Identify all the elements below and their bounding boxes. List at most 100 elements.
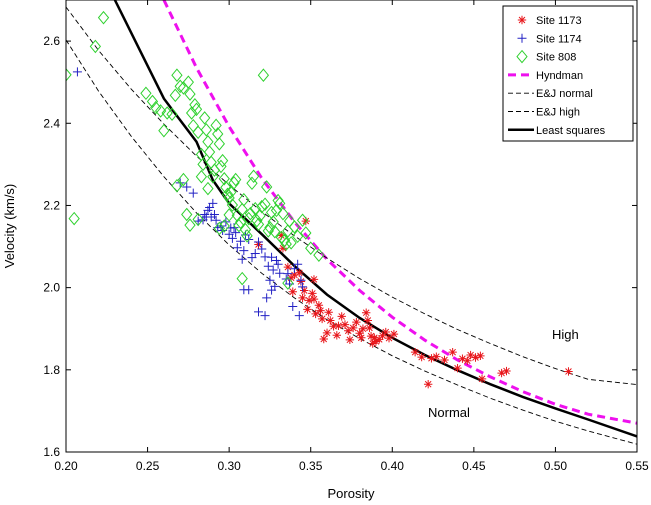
data-point (270, 203, 283, 218)
data-point (190, 102, 203, 117)
data-point (213, 137, 226, 151)
data-point (218, 171, 230, 186)
data-point (263, 261, 273, 271)
data-point (326, 316, 335, 325)
data-point (174, 79, 186, 94)
data-point (243, 211, 255, 226)
data-point (423, 380, 433, 389)
data-point (366, 331, 376, 341)
data-point (233, 218, 245, 233)
data-point (476, 351, 485, 361)
data-point (216, 153, 229, 168)
data-point (332, 331, 342, 340)
data-point (285, 236, 297, 250)
data-point (363, 316, 373, 325)
data-point (344, 326, 353, 335)
data-point (293, 259, 303, 269)
data-point (304, 296, 314, 305)
data-point (223, 208, 235, 222)
x-axis-title: Porosity (328, 486, 375, 501)
data-point (378, 331, 387, 340)
data-point (272, 193, 284, 208)
data-point (410, 347, 420, 357)
data-point (427, 354, 436, 363)
plot-frame (65, 0, 638, 453)
data-point (453, 363, 462, 373)
annotation-high: High (552, 327, 579, 342)
x-tick-label: 0.40 (381, 459, 405, 473)
data-point (146, 94, 159, 109)
data-point (288, 287, 297, 296)
data-point (239, 246, 249, 256)
y-tick-label: 2.4 (43, 116, 60, 130)
data-point (169, 88, 181, 103)
data-points (66, 10, 573, 389)
data-point (319, 334, 328, 344)
data-point (68, 211, 80, 226)
data-point (230, 172, 242, 187)
data-point (221, 187, 234, 202)
series-points-site-1173 (254, 216, 573, 389)
y-tick-label: 2.0 (43, 281, 60, 295)
data-point (324, 308, 333, 317)
data-point (352, 317, 361, 327)
axis-ticks: 0.20 0.25 0.30 0.35 0.40 0.45 0.50 0.55 1.6 1.8 2.… (43, 0, 649, 473)
data-point (171, 68, 183, 82)
data-point (181, 207, 193, 222)
y-tick-label: 2.6 (43, 34, 60, 48)
data-point (477, 374, 487, 384)
data-point (249, 201, 261, 216)
data-point (89, 39, 102, 54)
data-point (283, 262, 293, 272)
y-axis-title: Velocity (km/s) (2, 184, 17, 269)
data-point (256, 199, 268, 214)
legend-item-hyndman: Hyndman (508, 70, 583, 82)
data-point (371, 337, 381, 346)
data-point (234, 215, 247, 230)
series-points-site-808 (66, 10, 325, 290)
data-point (66, 68, 72, 82)
data-point (502, 366, 511, 376)
data-point (264, 220, 276, 235)
data-point (158, 123, 170, 138)
data-point (348, 323, 358, 333)
data-point (267, 252, 277, 262)
data-point (471, 353, 480, 362)
data-point (296, 275, 306, 285)
data-point (289, 264, 299, 274)
data-point (192, 125, 204, 140)
data-point (182, 75, 195, 89)
data-point (340, 320, 350, 329)
data-point (448, 347, 457, 357)
data-point (269, 224, 281, 239)
data-point (311, 309, 320, 319)
data-point (166, 107, 178, 122)
data-point (271, 256, 281, 266)
data-point (299, 286, 309, 295)
data-point (314, 301, 324, 310)
data-point (305, 241, 317, 255)
data-point (211, 215, 221, 225)
data-point (175, 178, 185, 188)
data-point (389, 329, 399, 339)
data-point (199, 111, 211, 125)
data-point (294, 311, 304, 321)
data-point (184, 218, 196, 232)
data-point (274, 196, 286, 211)
data-point (247, 169, 260, 184)
data-point (313, 248, 325, 262)
legend-label: Site 1173 (536, 15, 582, 27)
data-point (286, 273, 296, 282)
x-tick-label: 0.25 (136, 459, 160, 473)
data-point (232, 243, 242, 253)
x-tick-label: 0.35 (299, 459, 323, 473)
data-point (72, 67, 82, 77)
data-point (237, 254, 247, 264)
annotation-normal: Normal (428, 405, 470, 420)
data-point (208, 198, 218, 208)
data-point (236, 202, 248, 217)
legend: Site 1173 Site 1174 Site 808 Hyndman E&J nor… (502, 5, 634, 142)
data-point (187, 118, 199, 133)
data-point (226, 198, 239, 212)
legend-item-eandj-high: E&J high (508, 107, 580, 119)
